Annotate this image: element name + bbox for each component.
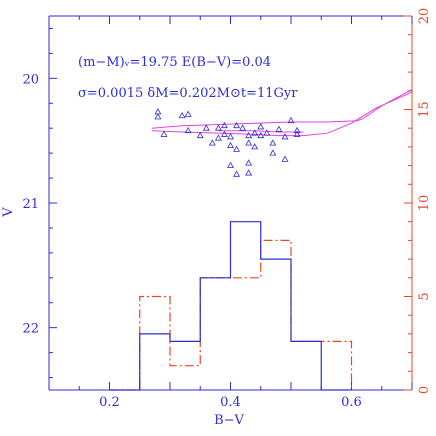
y-tick-label-right: 10 xyxy=(417,195,432,212)
y-tick-label-right: 20 xyxy=(417,8,432,25)
data-point xyxy=(233,145,241,152)
data-point xyxy=(196,131,204,139)
y-tick-label-left: 21 xyxy=(22,197,39,212)
annotation-distance-modulus: (m−M)ᵥ=19.75 E(B−V)=0.04 xyxy=(78,55,271,70)
y-tick-label-right: 0 xyxy=(417,386,432,394)
data-point xyxy=(293,130,301,137)
data-point xyxy=(281,133,289,140)
data-point xyxy=(251,129,259,136)
data-point xyxy=(233,121,241,129)
data-point xyxy=(251,143,259,150)
x-tick-label: 0.4 xyxy=(220,395,241,410)
data-point xyxy=(257,131,265,139)
y-axis-label: V xyxy=(1,207,16,218)
data-point xyxy=(245,169,253,176)
plot-area: 0.2 0.4 0.6 20 21 22 0 5 10 15 20 xyxy=(22,8,432,410)
isochrone-upper xyxy=(151,89,413,129)
data-point xyxy=(269,149,277,156)
data-point xyxy=(233,170,241,177)
data-point xyxy=(214,134,222,141)
data-point xyxy=(220,121,228,129)
data-point xyxy=(269,139,277,146)
data-point xyxy=(227,133,234,140)
data-point xyxy=(202,124,210,131)
x-tick-label: 0.2 xyxy=(99,395,120,410)
data-point xyxy=(227,141,234,149)
isochrone-branch xyxy=(218,130,304,133)
data-point xyxy=(178,111,186,119)
data-point xyxy=(275,125,283,132)
data-point xyxy=(245,159,253,166)
data-point xyxy=(257,123,265,130)
data-point xyxy=(227,161,234,168)
data-point xyxy=(208,139,216,146)
data-point xyxy=(239,124,247,131)
isochrone-lower xyxy=(151,91,413,137)
data-point xyxy=(263,129,271,136)
data-point xyxy=(214,124,222,131)
data-point xyxy=(184,110,192,117)
data-point xyxy=(220,130,228,137)
x-tick-label: 0.6 xyxy=(341,395,362,410)
data-point xyxy=(245,139,253,146)
y-tick-label-right: 15 xyxy=(417,101,432,118)
histogram-observed xyxy=(109,221,352,391)
data-point xyxy=(287,116,295,124)
y-tick-label-left: 20 xyxy=(22,72,39,87)
data-point xyxy=(281,155,289,162)
data-point xyxy=(293,126,301,134)
y-tick-label-right: 5 xyxy=(417,292,432,300)
y-tick-label-left: 22 xyxy=(22,322,39,337)
x-axis-label: B−V xyxy=(214,413,244,428)
data-point xyxy=(184,126,192,134)
annotation-model-parameters: σ=0.0015 δM=0.202M⊙t=11Gyr xyxy=(78,86,298,101)
data-point xyxy=(160,130,168,137)
data-point xyxy=(245,131,253,139)
data-point xyxy=(154,113,162,120)
